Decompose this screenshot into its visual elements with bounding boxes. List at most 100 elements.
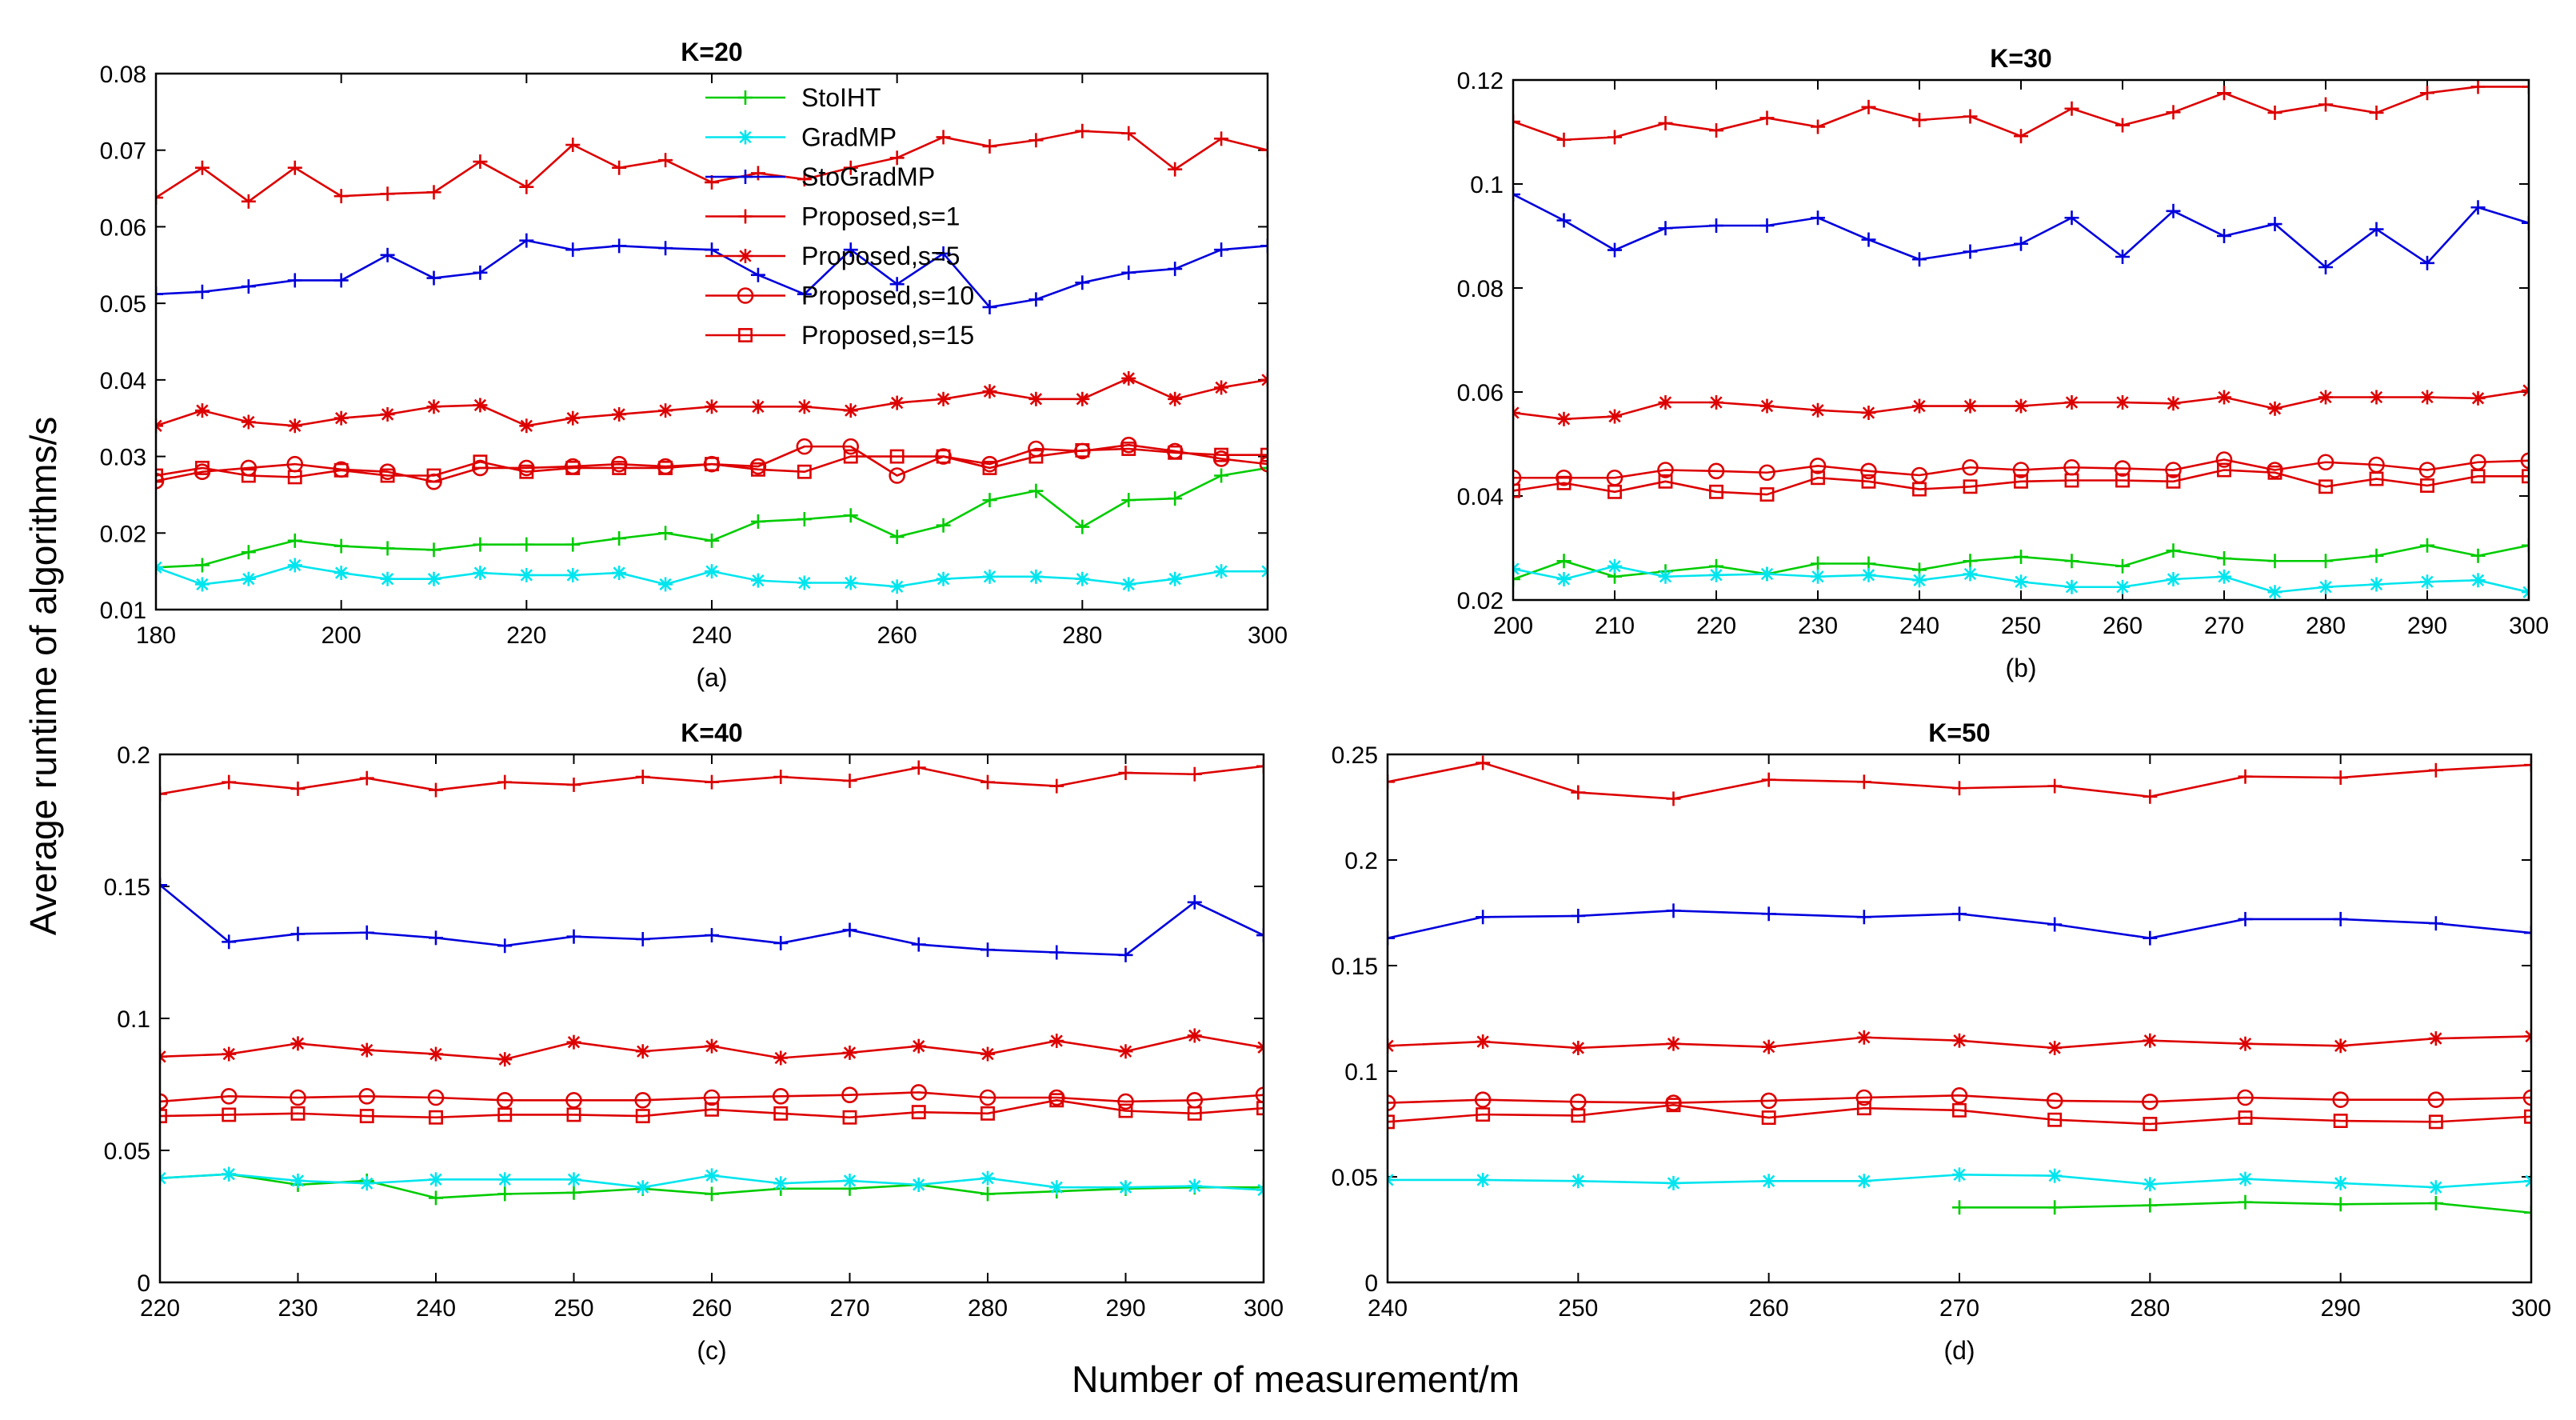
data-point [980,1186,995,1202]
data-point [2267,585,2282,600]
data-point [2238,769,2253,784]
data-point [359,1176,374,1191]
data-point [1121,126,1136,141]
data-point [241,194,256,209]
data-point [1912,482,1927,497]
data-point [1952,781,1967,796]
data-point [2046,1092,2063,1110]
data-point [841,1086,858,1103]
data-point [842,438,860,455]
data-point [750,514,765,529]
data-point [2064,579,2079,594]
legend-label: Proposed,s=10 [801,282,974,310]
data-point [2166,572,2181,586]
series-proposed-s-5 [1513,383,2529,426]
data-point [2420,390,2434,405]
data-point [936,130,951,145]
data-point [1571,1108,1586,1123]
data-point [889,449,905,464]
data-point [2143,789,2158,804]
data-point [2333,1175,2348,1190]
data-point [2522,585,2529,600]
data-point [290,1036,306,1051]
data-point [2115,250,2130,264]
data-point [982,569,997,584]
data-point [241,279,256,294]
data-point [1255,1086,1264,1103]
data-point [843,242,858,258]
data-point [2238,1171,2253,1186]
data-point [773,935,789,950]
legend-entry: Proposed,s=5 [705,242,960,270]
data-point [2420,538,2434,553]
data-point [1709,123,1723,138]
y-tick-label: 0.07 [100,138,146,165]
data-point [936,391,951,406]
data-point [566,1172,581,1187]
data-point [705,399,719,414]
data-point [1952,1033,1967,1048]
series-proposed-s-5 [1388,1029,2531,1055]
data-point [1855,1089,1873,1106]
panel-sublabel: (a) [696,663,727,692]
data-point [2267,554,2282,569]
data-point [1608,558,1622,574]
panel-k30: 200 210 220 230 240 250 260 270 280 290 300 0.02 0.0… [1457,44,2549,682]
series-line [1388,1103,2531,1126]
y-tick-label: 0.1 [1470,172,1504,198]
data-point [2267,105,2282,120]
data-point [1168,571,1183,586]
data-point [1049,1093,1064,1108]
x-tick-label: 240 [416,1295,456,1322]
panel-sublabel: (b) [2005,654,2036,682]
data-point [290,926,306,942]
data-point [2428,1180,2443,1195]
data-point [1761,1110,1776,1126]
data-point [1187,1178,1202,1194]
data-point [612,406,627,422]
data-point [1608,130,1622,145]
data-point [889,530,905,545]
data-point [2522,215,2529,230]
x-tick-label: 300 [1248,622,1288,649]
data-point [2524,1029,2531,1044]
data-point [1513,562,1520,576]
y-tick-label: 0.02 [1457,588,1504,614]
plot-frame [1512,78,2530,602]
data-point [796,438,813,455]
data-point [429,1110,443,1125]
data-point [1049,778,1064,794]
panel-title: K=20 [681,38,742,66]
data-point [635,1044,650,1059]
data-point [1657,462,1674,478]
data-point [565,460,581,475]
data-point [843,508,858,523]
data-point [2428,1031,2443,1046]
data-point [2047,917,2063,932]
legend-label: Proposed,s=5 [801,242,960,270]
data-point [222,1166,237,1182]
legend-entry: StoIHT [705,83,881,112]
data-point [980,774,995,790]
data-point [290,1173,306,1188]
legend-entry: Proposed,s=1 [705,202,960,231]
plot-frame [158,753,1265,1284]
data-point [160,1093,169,1110]
data-point [750,462,765,477]
series-gradmp [1513,558,2529,600]
data-point [1168,445,1183,460]
data-point [287,418,302,434]
data-point [658,460,673,475]
legend-marker [738,249,753,263]
data-point [333,462,349,478]
data-point [1121,577,1136,592]
data-point [2014,550,2028,565]
data-point [2064,101,2079,116]
data-point [2115,395,2130,410]
data-point [1856,1174,1871,1189]
data-point [889,150,905,166]
data-point [194,558,210,573]
y-tick-label: 0.05 [104,1138,150,1165]
data-point [2047,1112,2063,1127]
data-point [2332,1091,2349,1108]
